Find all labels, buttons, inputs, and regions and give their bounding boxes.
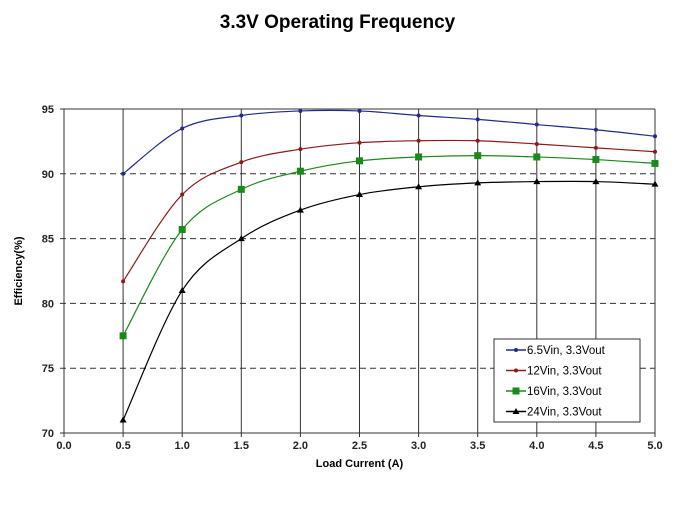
x-tick-label: 4.5: [588, 440, 603, 452]
data-point: [239, 113, 244, 118]
y-axis-label: Efficiency(%): [13, 236, 25, 305]
legend-label: 16Vin, 3.3Vout: [527, 386, 602, 398]
data-point: [534, 141, 539, 146]
data-point: [416, 138, 421, 143]
data-point: [180, 126, 185, 131]
data-point: [592, 156, 600, 164]
x-tick-label: 3.5: [470, 440, 485, 452]
data-point: [593, 127, 598, 132]
data-point: [475, 117, 480, 122]
data-point: [356, 191, 363, 198]
data-point: [298, 147, 303, 152]
series-line-4: [122, 180, 656, 421]
legend-marker: [512, 387, 520, 395]
data-point: [121, 279, 126, 284]
data-point: [475, 138, 480, 143]
data-point: [180, 192, 185, 197]
data-point: [415, 183, 423, 190]
data-point: [356, 157, 363, 165]
data-point: [651, 180, 659, 187]
data-point: [178, 226, 186, 234]
x-tick-label: 3.0: [411, 440, 426, 452]
x-tick-label: 5.0: [647, 440, 662, 452]
data-point: [533, 178, 541, 185]
data-point: [534, 122, 539, 127]
data-point: [119, 332, 127, 340]
series-line-3: [122, 155, 656, 337]
data-point: [416, 113, 421, 118]
legend-marker: [514, 348, 518, 352]
data-point: [119, 416, 127, 423]
data-point: [592, 178, 600, 185]
data-point: [178, 286, 186, 293]
data-point: [237, 185, 245, 193]
y-tick-label: 85: [42, 234, 54, 246]
data-point: [415, 153, 423, 161]
data-point: [357, 140, 362, 145]
y-tick-label: 75: [42, 363, 54, 375]
data-point: [357, 108, 362, 113]
legend-label: 24Vin, 3.3Vout: [527, 407, 602, 419]
legend-box: [493, 338, 641, 423]
data-point: [653, 149, 657, 154]
data-point: [296, 206, 304, 213]
data-point: [651, 159, 659, 167]
x-tick-label: 1.0: [175, 440, 190, 452]
x-tick-label: 2.0: [293, 440, 308, 452]
x-tick-label: 2.5: [352, 440, 367, 452]
data-point: [298, 108, 303, 113]
y-tick-label: 80: [42, 298, 54, 310]
data-point: [474, 152, 482, 160]
legend-marker: [512, 408, 520, 414]
series-line-2: [122, 139, 656, 282]
data-point: [239, 160, 244, 165]
data-point: [121, 171, 126, 176]
x-axis-label: Load Current (A): [316, 458, 404, 470]
data-point: [237, 235, 245, 242]
data-point: [474, 179, 482, 186]
data-point: [533, 153, 541, 161]
x-tick-label: 0.5: [115, 440, 130, 452]
data-point: [296, 167, 304, 175]
y-tick-label: 90: [42, 169, 54, 181]
data-point: [653, 134, 657, 139]
x-tick-label: 4.0: [529, 440, 544, 452]
legend-marker: [514, 368, 518, 373]
y-tick-label: 70: [42, 428, 54, 440]
legend-label: 12Vin, 3.3Vout: [527, 366, 602, 378]
x-tick-label: 0.0: [56, 440, 71, 452]
chart-title: 3.3V Operating Frequency: [219, 12, 456, 33]
series-line-1: [122, 109, 656, 175]
y-tick-label: 95: [42, 104, 54, 116]
data-point: [593, 145, 598, 150]
x-tick-label: 1.5: [234, 440, 249, 452]
legend-label: 6.5Vin, 3.3Vout: [527, 345, 606, 357]
